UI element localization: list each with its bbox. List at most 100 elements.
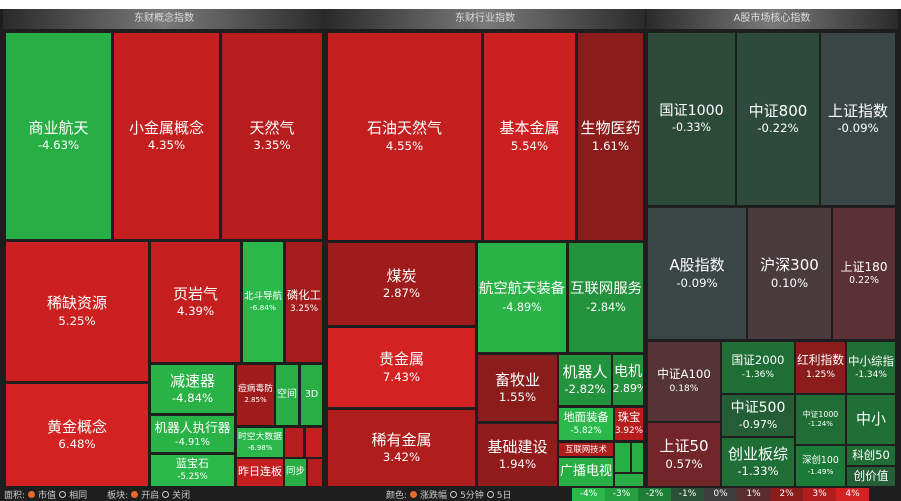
tile-change: 5.25% [58,313,96,328]
tile-name: 北斗导航 [243,290,282,302]
tile [614,442,631,473]
tile: 航空航天装备 -4.89% [477,242,567,353]
tile: 稀缺资源 5.25% [5,241,149,382]
tile: 蓝宝石 -5.25% [150,454,235,487]
tile-change: -4.63% [37,138,80,153]
tile: 基本金属 5.54% [483,32,576,241]
footer-controls: 面积: 市值 相同 板块: 开启 关闭 [4,488,190,501]
tile-name: 地面装备 [563,410,609,425]
tile-name: 基本金属 [499,119,560,138]
legend-swatch: -1% [671,488,704,501]
tile-change: 0.22% [849,275,879,287]
tile-change: -1.24% [808,420,833,429]
tile-name: 机器人 [562,362,608,381]
radio[interactable] [162,491,170,498]
tile-name: 中证1000 [802,409,839,419]
tile-name: 广播电视 [559,464,612,480]
tile: 机器人执行器 -4.91% [150,415,235,453]
label: 面积: [4,491,26,501]
option[interactable]: 相同 [69,491,88,501]
tile: A股指数 -0.09% [647,207,747,340]
legend-swatch: 2% [770,488,803,501]
tile-name: 稀缺资源 [46,294,107,313]
radio[interactable] [131,491,139,498]
tile: 国证1000 -0.33% [647,32,736,206]
tile [305,427,323,458]
tile: 中证800 -0.22% [736,32,820,206]
tile-change: -0.09% [676,275,718,290]
tile: 小金属概念 4.35% [113,32,220,240]
footer-color: 颜色: 涨跌幅 5分钟 5日 [386,488,512,501]
radio[interactable] [28,491,36,498]
tile-change: -1.49% [807,467,834,477]
option[interactable]: 5日 [496,491,512,501]
tile: 国证2000 -1.36% [721,341,795,394]
radio[interactable] [486,491,494,498]
radio[interactable] [410,491,418,498]
tile: 天然气 3.35% [221,32,323,240]
tile [284,427,304,458]
radio[interactable] [450,491,458,498]
tile-change: 2.85% [244,396,267,405]
panel-title: A股市场核心指数 [646,9,898,29]
tile-name: 畜牧业 [494,370,540,389]
tile-change: -6.98% [247,443,273,452]
tile-name: 中小综指 [848,353,894,368]
tile: 科创50 [846,445,896,466]
tile: 黄金概念 6.48% [5,383,149,487]
tile-change: 0.18% [669,384,699,395]
tile-name: 互联网服务 [570,281,642,298]
tile-change: -2.84% [586,300,626,314]
tile: 中证1000 -1.24% [795,394,846,445]
option[interactable]: 关闭 [172,491,191,501]
tile-name: 商业航天 [28,118,89,137]
tile-change: -5.82% [570,425,602,436]
tile: 商业航天 -4.63% [5,32,112,240]
label: 颜色: [386,491,408,501]
tile-name: 稀有金属 [371,430,432,449]
tile-name: 小金属概念 [128,118,204,137]
tile-change: -0.09% [837,121,879,136]
tile: 创价值 [846,466,896,487]
tile-name: 页岩气 [172,284,218,303]
tile-name: 创价值 [853,468,889,483]
tile-name: 上证指数 [827,101,888,120]
tile-change: -6.84% [249,303,277,313]
tile-change: 1.94% [498,457,537,472]
option[interactable]: 涨跌幅 [420,491,448,501]
tile: 基础建设 1.94% [477,423,558,487]
tile-change: -0.33% [671,121,712,135]
tile-name: 创业板综 [727,444,788,463]
tile: 珠宝 3.92% [614,407,644,441]
tile-name: 科创50 [852,447,890,462]
tile-name: 同步 [285,466,305,478]
tile: 红利指数 1.25% [795,341,846,394]
tile-name: 机器人执行器 [154,419,231,435]
tile [614,473,644,487]
tile-change: 3.42% [382,450,421,465]
tile: 机器人 -2.82% [558,354,612,406]
option[interactable]: 市值 [38,491,57,501]
tile-name: 深创100 [802,454,839,466]
tile-change: 7.43% [382,369,421,384]
option[interactable]: 5分钟 [460,491,484,501]
tile: 磷化工 3.25% [285,241,323,363]
tile-name: 互联网技术 [565,443,607,454]
tile: 稀有金属 3.42% [327,409,476,487]
tile-change: -0.22% [757,121,799,136]
tile: 同步 [284,458,307,487]
tile-name: 国证1000 [659,102,724,119]
tile-name: 沪深300 [760,256,819,275]
option[interactable]: 开启 [141,491,160,501]
tile-change: 1.61% [591,138,630,153]
tile: 时空大数据 -6.98% [236,427,284,458]
tile-name: 红利指数 [797,353,844,368]
legend-swatch: -2% [638,488,671,501]
tile-name: 黄金概念 [46,417,107,436]
tile-name: 痘病毒防 [238,384,273,395]
radio[interactable] [59,491,67,498]
legend-swatch: 1% [737,488,770,501]
tile-name: 3D [304,388,319,400]
legend-swatch: 4% [836,488,869,501]
tile-change: 3.35% [253,138,291,153]
